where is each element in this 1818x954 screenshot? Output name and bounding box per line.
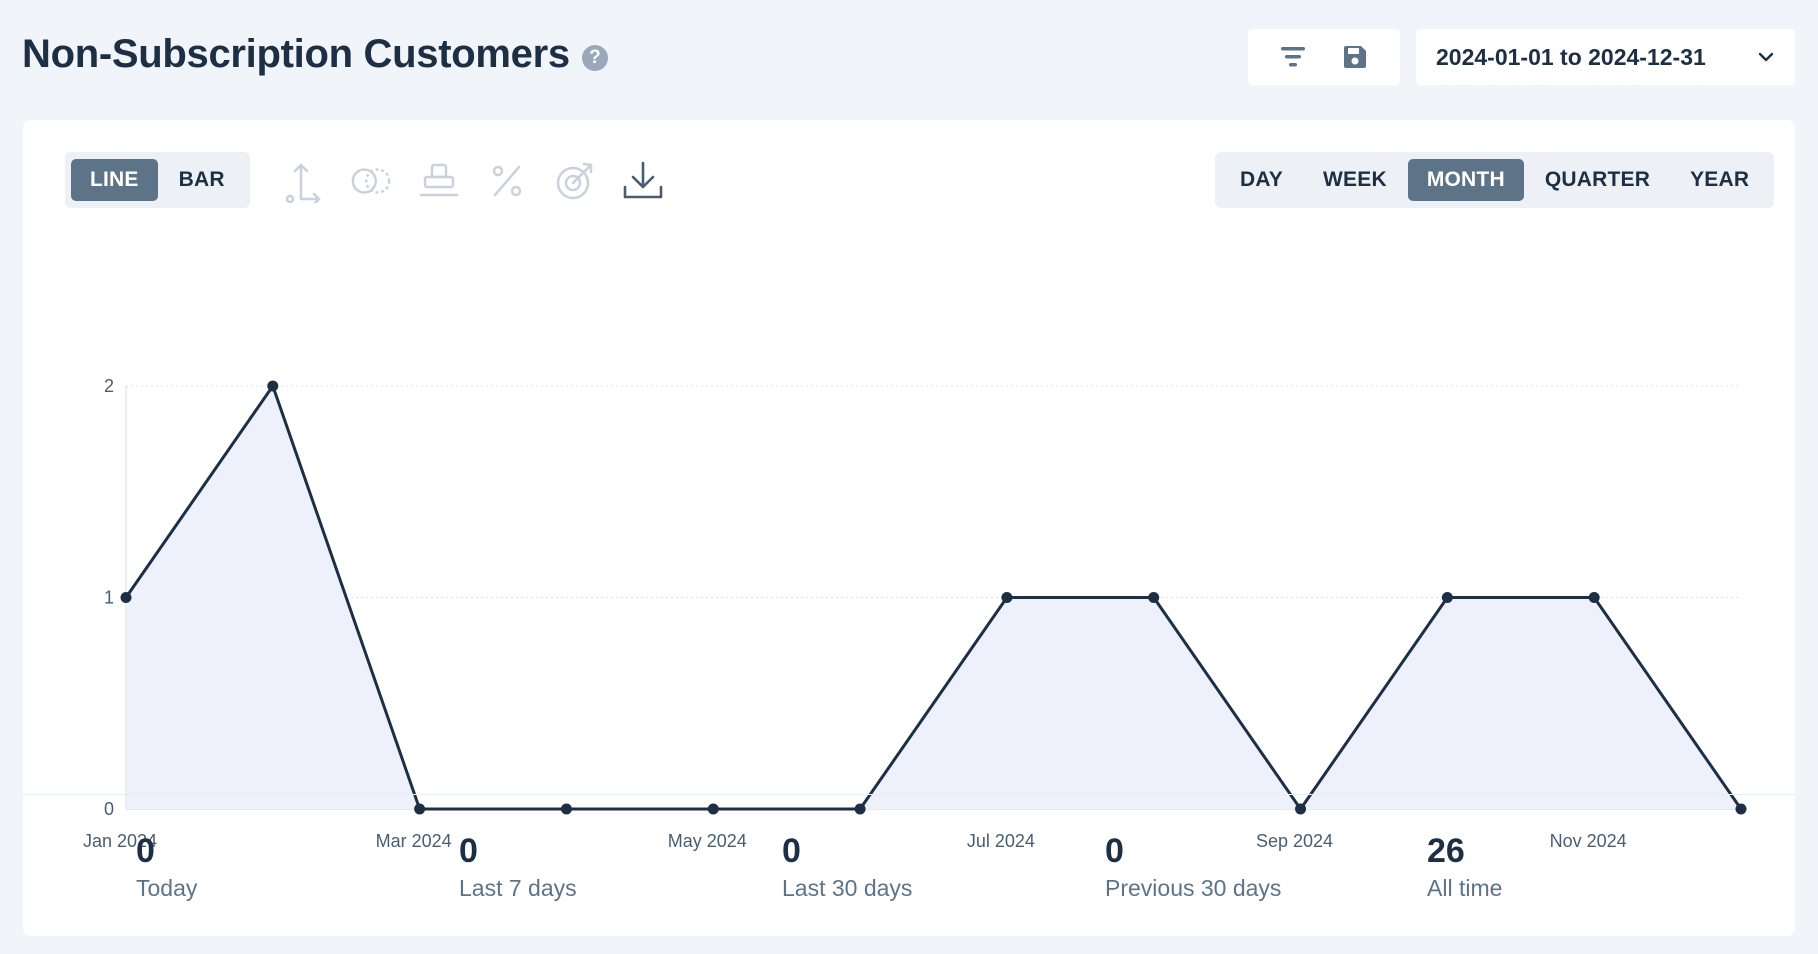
page-title-wrap: Non-Subscription Customers ? [22, 32, 608, 77]
data-point [1735, 803, 1747, 815]
line-chart: 0 1 2 Jan 2024 Mar 2024 May 2024 Jul 2024 Sep 2… [83, 376, 1747, 851]
stack-button[interactable] [417, 159, 461, 203]
download-icon [623, 161, 663, 199]
data-point [1001, 592, 1013, 603]
x-tick-label: May 2024 [668, 831, 747, 851]
help-icon[interactable]: ? [581, 44, 608, 71]
period-month[interactable]: MONTH [1407, 159, 1524, 201]
stat-value: 26 [1427, 832, 1465, 870]
period-toggle: DAY WEEK MONTH QUARTER YEAR [1215, 152, 1775, 208]
date-range-select[interactable]: 2024-01-01 to 2024-12-31 [1416, 29, 1795, 85]
stat-value: 0 [459, 832, 478, 870]
stat-value: 0 [782, 832, 801, 870]
chart-tools [281, 156, 665, 206]
chart-card: LINE BAR [23, 120, 1795, 936]
target-button[interactable] [553, 159, 597, 203]
stat-label: Last 30 days [782, 875, 913, 901]
period-day[interactable]: DAY [1240, 168, 1284, 191]
data-point [414, 803, 426, 815]
percent-icon [492, 165, 522, 197]
stat-last-7-days: 0 Last 7 days [459, 810, 577, 902]
chart-type-line[interactable]: LINE [71, 159, 158, 201]
chevron-down-icon [1758, 52, 1774, 62]
data-point [1148, 592, 1160, 603]
toolbar [1248, 29, 1400, 85]
stat-last-30-days: 0 Last 30 days [782, 810, 912, 902]
chart-type-bar[interactable]: BAR [178, 168, 225, 191]
stat-previous-30-days: 0 Previous 30 days [1105, 810, 1281, 902]
stats-row: 0 Today 0 Last 7 days 0 Last 30 days 0 P… [23, 810, 1795, 930]
stat-today: 0 Today [136, 810, 197, 902]
save-icon [1344, 46, 1366, 68]
download-button[interactable] [621, 159, 665, 203]
date-range-value: 2024-01-01 to 2024-12-31 [1436, 43, 1706, 70]
period-quarter[interactable]: QUARTER [1544, 168, 1651, 191]
compare-icon [351, 168, 391, 194]
data-point [1441, 592, 1453, 603]
x-tick-label: Jul 2024 [967, 831, 1035, 851]
chart-type-toggle: LINE BAR [65, 152, 250, 208]
stat-label: Previous 30 days [1105, 875, 1282, 901]
y-tick-label: 1 [104, 588, 114, 608]
target-icon [556, 162, 593, 200]
stat-all-time: 26 All time [1427, 810, 1502, 902]
divider [23, 794, 1795, 795]
x-tick-label: Jan 2024 [83, 831, 157, 851]
x-tick-label: Nov 2024 [1550, 831, 1627, 851]
y-tick-label: 2 [104, 376, 114, 396]
compare-button[interactable] [349, 159, 393, 203]
data-point [267, 380, 279, 392]
data-point [1588, 592, 1600, 603]
axis-icon [285, 163, 321, 203]
axis-button[interactable] [281, 159, 325, 203]
filter-button[interactable] [1273, 37, 1313, 77]
filter-icon [1281, 47, 1305, 67]
page-header: Non-Subscription Customers ? 2024-01-01 … [0, 0, 1818, 118]
data-point [854, 803, 866, 815]
percent-button[interactable] [485, 159, 529, 203]
period-week[interactable]: WEEK [1323, 168, 1387, 191]
save-button[interactable] [1335, 37, 1375, 77]
x-tick-label: Mar 2024 [376, 831, 452, 851]
data-point [560, 803, 572, 815]
stack-icon [419, 163, 459, 197]
x-tick-label: Sep 2024 [1256, 831, 1333, 851]
data-point [707, 803, 719, 815]
series-line [124, 384, 1743, 811]
chart-area: 0 1 2 Jan 2024 Mar 2024 May 2024 Jul 2024 Sep 2… [23, 250, 1795, 870]
data-point [1295, 803, 1307, 815]
stat-value: 0 [136, 832, 155, 870]
page-title: Non-Subscription Customers [22, 32, 570, 76]
series-area [126, 386, 1741, 809]
y-tick-label: 0 [104, 799, 114, 819]
stat-label: Last 7 days [459, 875, 577, 901]
stat-label: All time [1427, 875, 1503, 901]
period-year[interactable]: YEAR [1690, 168, 1750, 191]
data-point [120, 592, 132, 603]
stat-label: Today [136, 875, 198, 901]
stat-value: 0 [1105, 832, 1124, 870]
